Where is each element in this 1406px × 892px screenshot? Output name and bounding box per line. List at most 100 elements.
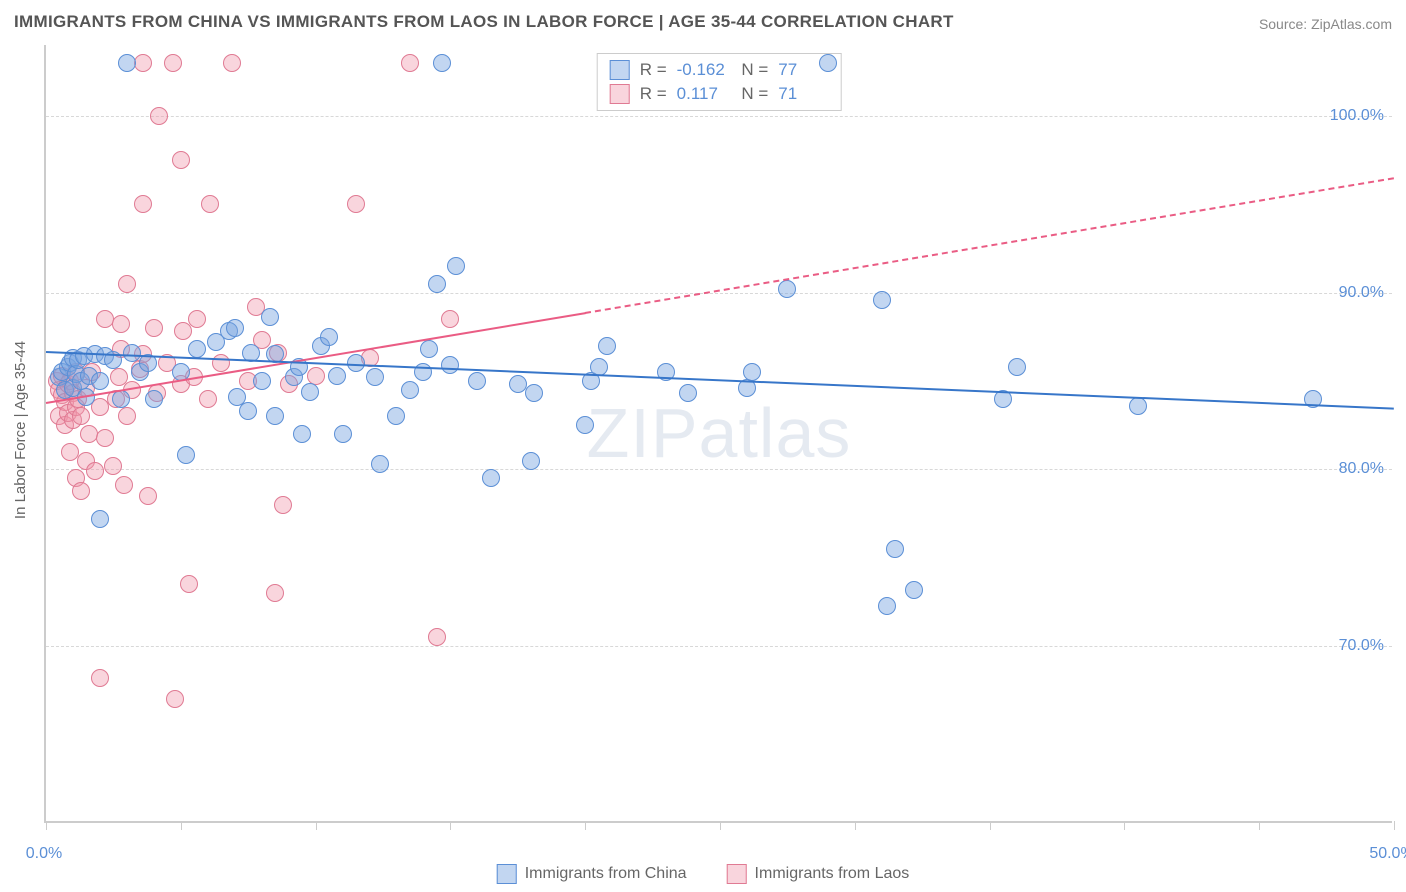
trend-laos-dashed [585, 178, 1394, 315]
source-attribution: Source: ZipAtlas.com [1259, 16, 1392, 32]
point-china [441, 356, 459, 374]
point-china [401, 381, 419, 399]
point-laos [401, 54, 419, 72]
point-china [334, 425, 352, 443]
point-laos [115, 476, 133, 494]
point-china [905, 581, 923, 599]
point-laos [188, 310, 206, 328]
point-china [598, 337, 616, 355]
point-china [293, 425, 311, 443]
point-china [145, 390, 163, 408]
point-china [226, 319, 244, 337]
x-tick [990, 821, 991, 830]
point-china [266, 407, 284, 425]
point-china [433, 54, 451, 72]
stats-row-china: R =-0.162 N =77 [610, 58, 829, 82]
legend-laos-label: Immigrants from Laos [755, 865, 910, 883]
r-laos: 0.117 [677, 82, 727, 106]
point-china [878, 597, 896, 615]
watermark: ZIPatlas [587, 393, 852, 473]
x-tick [855, 821, 856, 830]
n-laos: 71 [778, 82, 828, 106]
point-laos [266, 584, 284, 602]
point-china [886, 540, 904, 558]
point-laos [72, 482, 90, 500]
point-china [320, 328, 338, 346]
point-laos [80, 425, 98, 443]
y-tick-label: 90.0% [1339, 284, 1384, 302]
point-laos [91, 669, 109, 687]
point-laos [112, 315, 130, 333]
correlation-chart: IMMIGRANTS FROM CHINA VS IMMIGRANTS FROM… [0, 0, 1406, 892]
x-tick [1394, 821, 1395, 830]
point-china [468, 372, 486, 390]
point-laos [441, 310, 459, 328]
point-laos [134, 195, 152, 213]
point-china [1129, 397, 1147, 415]
point-china [522, 452, 540, 470]
legend-china-label: Immigrants from China [525, 865, 687, 883]
point-china [743, 363, 761, 381]
chart-title: IMMIGRANTS FROM CHINA VS IMMIGRANTS FROM… [14, 12, 954, 32]
swatch-china [610, 60, 630, 80]
bottom-legend: Immigrants from China Immigrants from La… [497, 864, 910, 884]
y-tick-label: 80.0% [1339, 460, 1384, 478]
point-laos [347, 195, 365, 213]
point-laos [118, 275, 136, 293]
point-laos [96, 429, 114, 447]
point-china [371, 455, 389, 473]
stats-box: R =-0.162 N =77 R =0.117 N =71 [597, 53, 842, 111]
point-china [679, 384, 697, 402]
y-tick-label: 70.0% [1339, 637, 1384, 655]
point-china [118, 54, 136, 72]
point-china [253, 372, 271, 390]
point-china [366, 368, 384, 386]
x-tick [450, 821, 451, 830]
point-china [177, 446, 195, 464]
point-laos [145, 319, 163, 337]
point-china [778, 280, 796, 298]
point-laos [172, 151, 190, 169]
point-laos [199, 390, 217, 408]
stats-row-laos: R =0.117 N =71 [610, 82, 829, 106]
point-laos [134, 54, 152, 72]
grid-line [46, 116, 1392, 117]
point-laos [139, 487, 157, 505]
point-laos [274, 496, 292, 514]
grid-line [46, 646, 1392, 647]
grid-line [46, 293, 1392, 294]
point-laos [150, 107, 168, 125]
legend-laos: Immigrants from Laos [727, 864, 910, 884]
x-tick [1124, 821, 1125, 830]
point-china [387, 407, 405, 425]
x-tick-label: 50.0% [1369, 845, 1406, 863]
point-china [525, 384, 543, 402]
point-china [576, 416, 594, 434]
x-tick [585, 821, 586, 830]
r-china: -0.162 [677, 58, 727, 82]
y-axis-title: In Labor Force | Age 35-44 [12, 341, 29, 519]
point-china [328, 367, 346, 385]
x-tick [720, 821, 721, 830]
point-china [420, 340, 438, 358]
point-laos [104, 457, 122, 475]
point-laos [212, 354, 230, 372]
point-laos [72, 407, 90, 425]
point-china [482, 469, 500, 487]
grid-line [46, 469, 1392, 470]
point-laos [223, 54, 241, 72]
point-laos [61, 443, 79, 461]
point-laos [180, 575, 198, 593]
point-china [91, 372, 109, 390]
point-china [239, 402, 257, 420]
point-laos [164, 54, 182, 72]
x-tick [46, 821, 47, 830]
point-china [188, 340, 206, 358]
point-laos [201, 195, 219, 213]
x-tick-label: 0.0% [26, 845, 62, 863]
point-china [819, 54, 837, 72]
point-china [123, 344, 141, 362]
y-tick-label: 100.0% [1330, 107, 1384, 125]
point-china [509, 375, 527, 393]
point-china [301, 383, 319, 401]
